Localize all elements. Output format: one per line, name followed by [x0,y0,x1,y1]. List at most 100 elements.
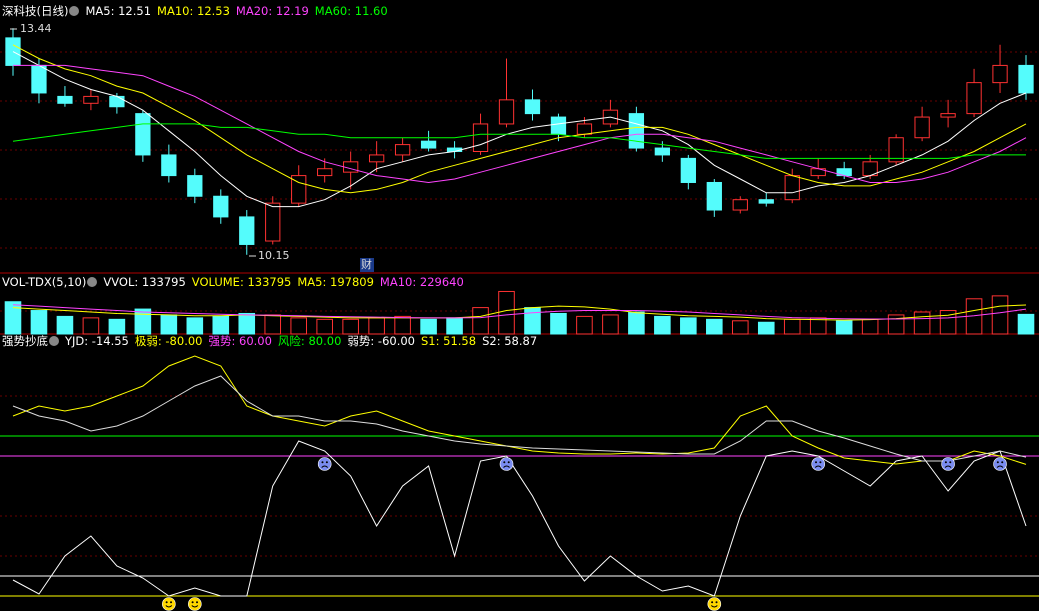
volume-bar [498,290,515,335]
news-badge-label[interactable]: 财 [361,257,372,271]
volume-bar [342,318,359,335]
candle-body [239,216,255,245]
volume-bar [861,318,879,335]
dropdown-icon[interactable] [49,336,59,346]
volume-bar [264,314,282,335]
legend-entry: MA10: 12.53 [157,4,230,18]
volume-bar [524,307,541,335]
signal-eye [503,461,506,464]
candle-body [57,95,73,104]
volume-bar [472,307,489,335]
legend-entry: S1: 51.58 [421,334,477,348]
signal-eye [507,461,510,464]
series-line [12,375,1027,462]
candle-body [291,175,307,204]
legend-entry: MA60: 11.60 [314,4,388,18]
volume-bar [783,318,801,335]
panel-title: 强势抄底 [2,334,48,348]
candle-body [732,199,748,211]
legend-entry: VVOL: 133795 [103,275,186,289]
sell-signal [811,457,826,471]
volume-bar [628,311,645,335]
candle-body [83,95,99,104]
candle-body [914,116,930,139]
signal-mouth [814,465,822,468]
signal-mouth [165,605,173,608]
indicator-header: 强势抄底 YJD: -14.55 极弱: -80.00 强势: 60.00 风险: 80… [2,333,543,349]
volume-bar [887,314,905,335]
candle-body [680,157,696,183]
candle-body [31,64,47,94]
volume-bar [420,318,437,335]
candle-body [109,95,125,108]
signal-eye [325,461,328,464]
signal-face [188,597,202,611]
volume-bar [680,317,697,335]
candle-body [135,113,151,156]
candle-body [1018,64,1034,94]
volume-bar [186,317,204,335]
signal-eye [1001,461,1004,464]
volume-bar [134,308,152,335]
buy-signal [188,597,202,611]
candle-body [472,123,489,152]
signal-mouth [321,465,329,468]
volume-bar [82,317,100,335]
candle-body [368,154,385,163]
dropdown-icon[interactable] [69,6,80,16]
signal-mouth [996,465,1004,468]
series-line [13,64,1027,184]
candle-body [654,147,671,156]
candle-body [576,123,593,135]
legend-entry: VOLUME: 133795 [191,275,292,289]
legend-entry: MA5: 197809 [297,275,374,289]
signal-mouth [503,465,510,468]
candle-body [966,82,982,115]
volume-bar [835,320,853,335]
panel-title: VOL-TDX(5,10) [2,275,87,289]
candle-body [758,199,774,204]
series-line [12,440,1027,597]
candle-body [161,154,177,177]
series-line [12,123,1026,159]
volume-bar [576,315,593,335]
volume-bar [212,315,230,335]
volume-bar [757,321,775,335]
series-line [12,304,1027,321]
candle-body [420,140,437,149]
volume-bar [809,317,827,335]
signal-face [941,457,955,471]
volume-bar [731,320,749,335]
signal-eye [715,601,718,604]
sell-signal [499,457,514,471]
news-badge[interactable] [360,258,374,272]
signal-face [162,597,176,611]
signal-eye [815,461,818,464]
legend-entry: YJD: -14.55 [65,334,129,348]
price-header: 深科技(日线) MA5: 12.51 MA10: 12.53 MA20: 12.19 M… [2,3,394,19]
plot [0,28,1039,611]
signal-face [499,457,514,471]
candle-body [784,175,800,201]
legend-entry: 弱势: -60.00 [347,334,415,348]
signal-face [993,457,1007,471]
volume-bar [368,317,385,335]
volume-header: VOL-TDX(5,10) VVOL: 133795 VOLUME: 133795 M… [2,274,470,290]
low-label: 10.15 [258,249,290,262]
dropdown-icon[interactable] [87,277,98,287]
volume-bar [939,310,957,335]
series-line [12,44,1027,194]
legend-entry: 极弱: -80.00 [134,334,203,348]
volume-bar [394,315,411,335]
signal-face [317,457,332,471]
sell-signal [317,457,332,471]
candle-body [992,64,1008,84]
signal-eye [711,601,714,604]
candle-body [265,202,281,242]
signal-eye [165,601,168,604]
volume-bar [290,317,308,335]
signal-eye [944,461,947,464]
volume-bar [706,318,723,335]
candle-body [213,195,229,218]
